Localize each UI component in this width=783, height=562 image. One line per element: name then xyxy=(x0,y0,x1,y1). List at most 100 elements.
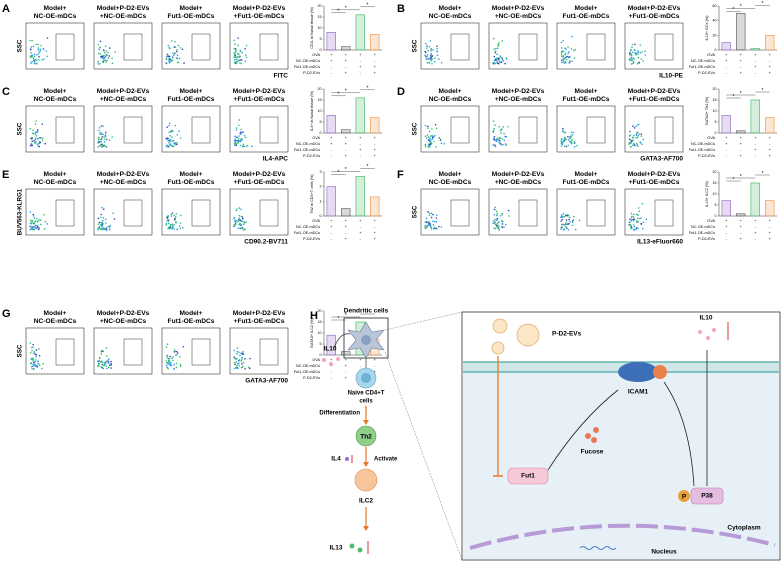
event-dot xyxy=(99,53,102,55)
event-dot xyxy=(502,126,505,128)
event-dot xyxy=(167,357,169,360)
label: Activate xyxy=(374,457,398,463)
gate xyxy=(123,116,143,144)
event-dot xyxy=(428,61,430,64)
table-sign: + xyxy=(725,52,728,57)
event-dot xyxy=(438,137,441,139)
table-sign: - xyxy=(726,236,728,241)
event-dot xyxy=(97,63,99,65)
event-dot xyxy=(33,352,35,354)
event-dot xyxy=(429,137,431,140)
cytokine xyxy=(329,362,333,366)
column-title: Model+ xyxy=(575,5,598,12)
column-title: +NC-OE-mDCs xyxy=(100,318,147,325)
event-dot xyxy=(497,224,499,227)
column-title: NC-OE-mDCs xyxy=(34,13,77,20)
table-sign: + xyxy=(374,218,377,223)
event-dot xyxy=(426,226,429,228)
bar xyxy=(370,117,380,134)
table-sign: + xyxy=(754,230,757,235)
gate xyxy=(191,33,211,61)
event-dot xyxy=(173,223,175,226)
event-dot xyxy=(426,55,428,58)
event-dot xyxy=(169,47,171,50)
chart-y-label: IL10+ DCs (%) xyxy=(705,15,709,41)
event-dot xyxy=(494,206,497,209)
event-dot xyxy=(240,359,242,362)
table-sign: + xyxy=(330,218,333,223)
bar xyxy=(326,115,336,134)
event-dot xyxy=(233,47,236,50)
event-dot xyxy=(102,219,104,222)
table-sign: + xyxy=(374,230,377,235)
event-dot xyxy=(100,221,102,224)
event-dot xyxy=(36,54,38,56)
event-dot xyxy=(571,221,574,224)
event-dot xyxy=(165,346,168,348)
event-dot xyxy=(633,142,635,145)
table-sign: - xyxy=(755,70,757,75)
column-title: +NC-OE-mDCs xyxy=(495,96,542,103)
zoom-line xyxy=(384,351,463,561)
event-dot xyxy=(496,214,498,217)
event-dot xyxy=(492,222,494,224)
y-tick-label: 20 xyxy=(318,87,322,91)
table-sign: - xyxy=(726,64,728,69)
event-dot xyxy=(241,131,244,134)
y-tick-label: 15 xyxy=(318,98,322,102)
sig-star: * xyxy=(345,6,347,12)
vesicle xyxy=(516,323,540,347)
event-dot xyxy=(180,214,182,217)
event-dot xyxy=(564,53,566,56)
bar xyxy=(370,34,380,51)
table-sign: + xyxy=(740,218,743,223)
event-dot xyxy=(166,366,168,369)
event-dot xyxy=(30,52,32,54)
event-dot xyxy=(425,217,428,220)
sig-star: * xyxy=(740,91,742,97)
y-tick-label: 40 xyxy=(713,19,717,23)
event-dot xyxy=(167,367,169,370)
event-dot xyxy=(112,212,114,215)
event-dot xyxy=(234,43,236,45)
event-dot xyxy=(167,139,170,142)
table-sign: + xyxy=(345,52,348,57)
event-dot xyxy=(105,347,108,349)
gate xyxy=(191,338,211,366)
event-dot xyxy=(182,345,185,348)
event-dot xyxy=(640,135,643,137)
event-dot xyxy=(503,132,505,135)
event-dot xyxy=(233,39,236,42)
event-dot xyxy=(32,57,35,60)
event-dot xyxy=(635,125,638,127)
event-dot xyxy=(499,56,502,59)
event-dot xyxy=(494,221,496,223)
event-dot xyxy=(167,359,170,362)
label: P38 xyxy=(701,493,713,500)
table-sign: + xyxy=(330,141,333,146)
table-row-label: P-D2-EVs xyxy=(698,154,715,158)
event-dot xyxy=(238,223,241,226)
event-dot xyxy=(635,228,637,230)
event-dot xyxy=(41,367,43,370)
table-sign: - xyxy=(360,70,362,75)
event-dot xyxy=(239,62,241,64)
event-dot xyxy=(101,57,104,59)
event-dot xyxy=(38,145,41,148)
event-dot xyxy=(42,48,45,50)
event-dot xyxy=(179,365,182,367)
table-row-label: OVA xyxy=(707,136,715,140)
event-dot xyxy=(34,138,37,141)
column-title: Fut1-OE-mDCs xyxy=(563,179,610,186)
event-dot xyxy=(100,141,102,143)
column-title: Model+ xyxy=(180,88,203,95)
event-dot xyxy=(39,223,42,226)
table-sign: - xyxy=(345,230,347,235)
event-dot xyxy=(629,223,632,226)
label: ICAM1 xyxy=(628,389,649,396)
event-dot xyxy=(173,46,176,48)
y-axis-label: SSC xyxy=(17,344,24,357)
event-dot xyxy=(169,225,172,228)
event-dot xyxy=(167,55,170,58)
event-dot xyxy=(428,57,430,60)
